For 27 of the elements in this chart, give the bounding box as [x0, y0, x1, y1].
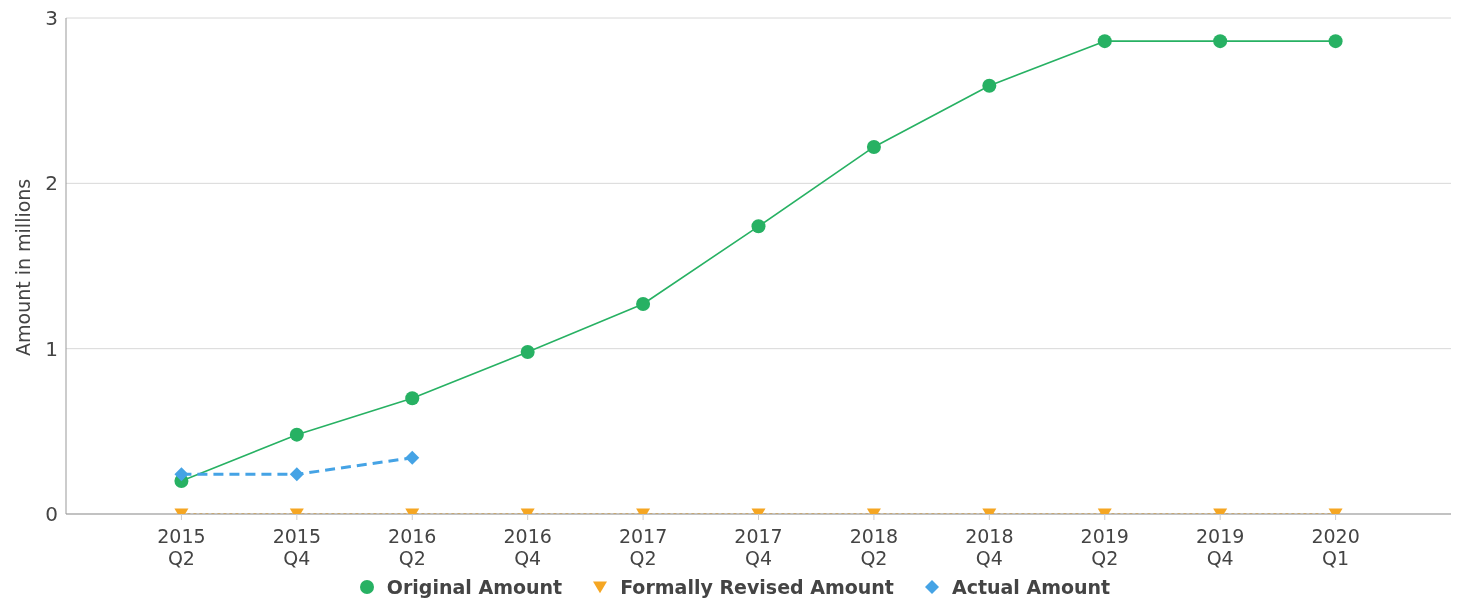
y-tick-label: 1	[45, 336, 58, 361]
legend-label: Actual Amount	[950, 576, 1111, 598]
legend-label: Original Amount	[385, 576, 563, 598]
x-tick-label: 2018 Q2	[849, 525, 899, 569]
y-tick-label: 2	[45, 171, 58, 196]
x-tick-label: 2019 Q4	[1195, 525, 1245, 569]
point	[1328, 34, 1343, 49]
x-tick-label: 2016 Q2	[388, 525, 437, 569]
x-tick-label: 2017 Q4	[734, 525, 783, 569]
y-tick-label: 0	[45, 502, 58, 527]
x-tick-label: 2020 Q1	[1311, 525, 1360, 569]
point	[982, 78, 997, 93]
point	[520, 344, 535, 359]
x-tick-label: 2019 Q2	[1080, 525, 1129, 569]
x-tick-label: 2015 Q4	[272, 525, 322, 569]
point	[1097, 34, 1112, 49]
point	[751, 219, 766, 234]
point	[866, 139, 881, 154]
y-axis-title: Amount in millions	[11, 178, 34, 356]
legend-label: Formally Revised Amount	[619, 576, 894, 598]
y-tick-label: 3	[45, 6, 58, 31]
x-tick-label: 2016 Q4	[503, 525, 552, 569]
point	[636, 297, 651, 312]
x-tick-label: 2017 Q2	[618, 525, 668, 569]
x-tick-label: 2018 Q4	[965, 525, 1014, 569]
x-tick-label: 2015 Q2	[157, 525, 206, 569]
point	[1213, 34, 1228, 49]
